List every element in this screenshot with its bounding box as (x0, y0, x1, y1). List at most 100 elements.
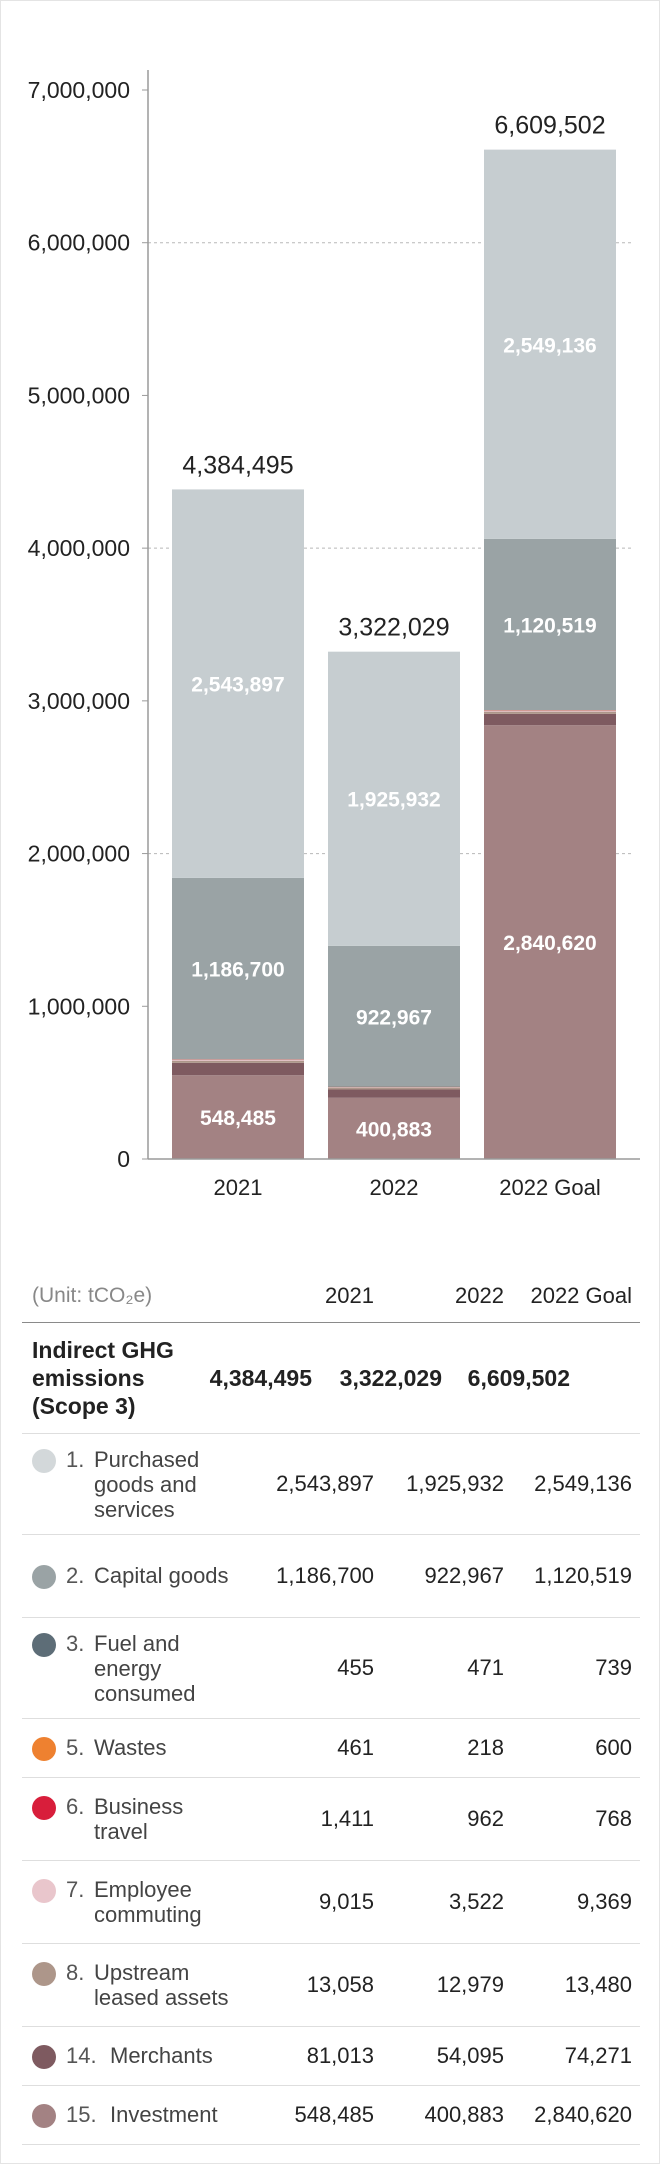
row-value-2022: 3,522 (448, 1889, 504, 1914)
total-label-0: 4,384,495 (182, 451, 293, 479)
bar-1-series-0 (328, 1097, 460, 1159)
total-label-2: 6,609,502 (494, 112, 605, 140)
row-label: 6. Business travel (22, 1794, 254, 1844)
row-label: 15. Investment (22, 2102, 254, 2128)
y-axis: 0 1,000,000 2,000,000 3,000,000 4,000,000 5,0… (28, 70, 149, 1172)
segment-label-1-8: 1,925,932 (347, 789, 440, 812)
row-value-2021: 548,485 (294, 2102, 374, 2127)
legend-dot-icon (32, 1879, 56, 1903)
bar-2-series-8 (484, 149, 616, 539)
row-number: 1. (66, 1446, 85, 1472)
total-label-1: 3,322,029 (338, 614, 449, 642)
bar-1-series-7 (328, 945, 460, 1087)
row-label: 2. Capital goods (22, 1563, 254, 1589)
row-label: 3. Fuel and energy consumed (22, 1631, 254, 1706)
row-value-2021: 461 (337, 1735, 374, 1760)
bar-0-series-8 (172, 489, 304, 878)
row-number: 7. (66, 1877, 85, 1902)
y-tick-label-0: 0 (117, 1146, 130, 1172)
bar-1-series-2 (328, 1087, 460, 1090)
table-row: 7. Employee commuting 9,015 3,522 9,369 (22, 1861, 640, 1944)
row-number: 8. (66, 1960, 85, 1985)
row-label: 8. Upstream leased assets (22, 1960, 254, 2010)
y-tick-label-3: 3,000,000 (28, 688, 130, 714)
row-value-2022: 400,883 (424, 2102, 504, 2127)
col-header-2022: 2022 (455, 1283, 504, 1308)
row-name: Upstream leased assets (94, 1960, 229, 2010)
row-number: 5. (66, 1735, 85, 1760)
legend-dot-icon (32, 1962, 56, 1986)
y-tick-label-4: 4,000,000 (28, 535, 130, 561)
row-value-2021: 81,013 (306, 2043, 374, 2068)
table-row: 6. Business travel 1,411 962 768 (22, 1778, 640, 1861)
stacked-bar-chart: 0 1,000,000 2,000,000 3,000,000 4,000,000 5,0… (28, 70, 640, 1200)
row-value-2022-goal: 600 (595, 1735, 632, 1760)
table-row: 1. Purchased goods and services 2,543,897 1… (22, 1434, 640, 1535)
x-tick-label-1: 2022 (370, 1175, 419, 1200)
x-axis: 2021 2022 2022 Goal (148, 1158, 640, 1200)
segment-label-1-0: 400,883 (356, 1118, 432, 1141)
legend-dot-icon (32, 1448, 56, 1473)
legend-dot-icon (32, 2104, 56, 2128)
row-number: 3. (66, 1630, 85, 1656)
row-value-2022-goal: 739 (595, 1655, 632, 1680)
row-number: 2. (66, 1563, 85, 1588)
row-value-2022: 962 (467, 1806, 504, 1831)
segment-label-2-8: 2,549,136 (503, 334, 596, 357)
y-tick-label-6: 6,000,000 (28, 230, 130, 256)
bars (172, 149, 616, 1159)
table-row: 15. Investment 548,485 400,883 2,840,620 (22, 2086, 640, 2145)
table-row: 3. Fuel and energy consumed 455 471 739 (22, 1618, 640, 1719)
row-value-2022: 12,979 (436, 1972, 504, 1997)
row-value-2021: 1,186,700 (276, 1563, 374, 1588)
legend-dot-icon (32, 1565, 56, 1589)
row-value-2021: 455 (337, 1655, 374, 1680)
row-value-2022: 218 (467, 1735, 504, 1760)
row-value-2021: 13,058 (306, 1972, 374, 1997)
bar-2-series-3 (484, 709, 616, 712)
bar-0-series-1 (172, 1062, 304, 1076)
y-tick-label-2: 2,000,000 (28, 841, 130, 867)
legend-dot-icon (32, 1737, 56, 1761)
segment-label-1-7: 922,967 (356, 1006, 432, 1029)
row-name: Merchants (110, 2043, 213, 2068)
legend-dot-icon (32, 1796, 56, 1820)
row-number: 15. (66, 2102, 97, 2127)
bar-2-series-1 (484, 713, 616, 726)
y-tick-label-5: 5,000,000 (28, 382, 130, 408)
bar-2-series-2 (484, 711, 616, 714)
row-label: 1. Purchased goods and services (22, 1447, 254, 1522)
row-label: 5. Wastes (22, 1735, 254, 1761)
segment-label-2-7: 1,120,519 (503, 614, 596, 637)
row-name: Wastes (94, 1735, 167, 1760)
total-2021: 4,384,495 (209, 1364, 312, 1391)
table-header: (Unit: tCO₂e) 2021 2022 2022 Goal (22, 1270, 640, 1323)
legend-dot-icon (32, 2045, 56, 2069)
bar-0-series-2 (172, 1060, 304, 1063)
emissions-table: (Unit: tCO₂e) 2021 2022 2022 Goal Indire… (22, 1270, 640, 2145)
y-tick-label-1: 1,000,000 (28, 993, 130, 1019)
table-row: 2. Capital goods 1,186,700 922,967 1,120,519 (22, 1535, 640, 1618)
bar-2-series-7 (484, 538, 616, 711)
bar-0-series-7 (172, 877, 304, 1060)
col-header-2021: 2021 (325, 1283, 374, 1308)
table-row: 14. Merchants 81,013 54,095 74,271 (22, 2027, 640, 2086)
y-tick-label-7: 7,000,000 (28, 77, 130, 103)
legend-dot-icon (32, 1632, 56, 1657)
total-label: Indirect GHG emissions (Scope 3) (32, 1337, 174, 1419)
row-label: 14. Merchants (22, 2043, 254, 2069)
bar-1-series-1 (328, 1089, 460, 1098)
row-value-2022-goal: 768 (595, 1806, 632, 1831)
segment-label-0-7: 1,186,700 (191, 959, 284, 982)
row-value-2022: 471 (467, 1655, 504, 1680)
row-value-2021: 2,543,897 (276, 1471, 374, 1496)
row-value-2021: 1,411 (320, 1806, 374, 1831)
bar-1-series-8 (328, 651, 460, 946)
row-value-2022-goal: 2,549,136 (534, 1471, 632, 1496)
segment-label-2-0: 2,840,620 (503, 932, 596, 955)
segment-label-0-0: 548,485 (200, 1107, 276, 1130)
row-value-2022-goal: 74,271 (564, 2043, 632, 2068)
row-value-2022-goal: 2,840,620 (534, 2102, 632, 2127)
table-row: 8. Upstream leased assets 13,058 12,979 13,4… (22, 1944, 640, 2027)
segment-label-0-8: 2,543,897 (191, 674, 284, 697)
